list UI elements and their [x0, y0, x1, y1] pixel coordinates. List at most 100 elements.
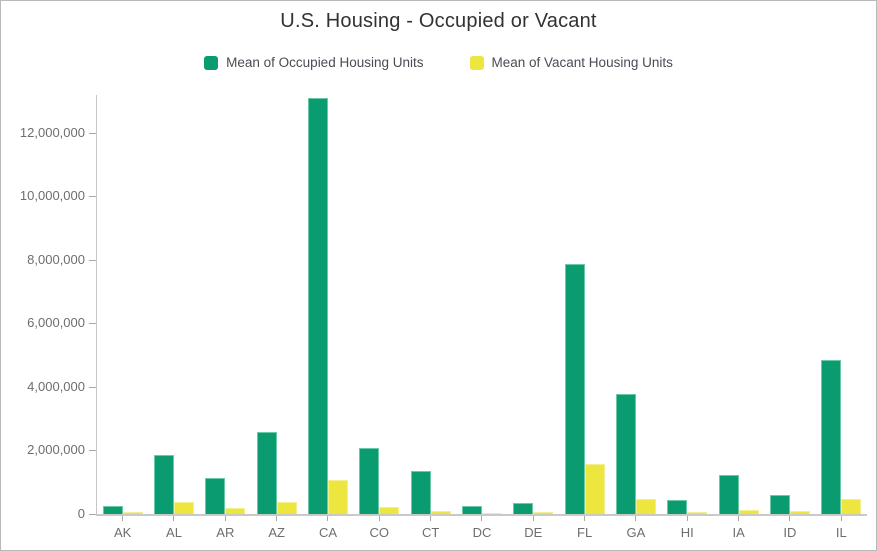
bar-group-CO [354, 95, 405, 514]
x-label-AR: AR [216, 525, 235, 540]
x-label-IA: IA [732, 525, 745, 540]
x-label-FL: FL [577, 525, 593, 540]
x-cell-CT: CT [405, 516, 456, 540]
bar-occupied-AR[interactable] [205, 477, 226, 514]
x-tick [532, 516, 534, 521]
legend-label-vacant: Mean of Vacant Housing Units [491, 55, 673, 70]
x-tick [481, 516, 483, 521]
bar-occupied-IL[interactable] [821, 360, 842, 514]
x-cell-AZ: AZ [251, 516, 302, 540]
bar-group-GA [610, 95, 661, 514]
x-cell-DE: DE [508, 516, 559, 540]
y-tick-label: 0 [77, 506, 85, 521]
x-cell-IA: IA [713, 516, 764, 540]
legend-item-occupied[interactable]: Mean of Occupied Housing Units [204, 55, 424, 70]
bars-plot [97, 95, 867, 514]
x-tick [584, 516, 586, 521]
bar-group-CT [405, 95, 456, 514]
y-tick-label: 2,000,000 [27, 442, 85, 458]
x-tick [686, 516, 688, 521]
x-axis-labels: AK AL AR AZ CA CO CT DC DE FL GA HI IA ID IL [97, 516, 867, 540]
bar-vacant-CA[interactable] [327, 480, 348, 514]
bar-group-ID [764, 95, 815, 514]
x-tick [378, 516, 380, 521]
x-cell-AK: AK [97, 516, 148, 540]
x-label-DE: DE [524, 525, 543, 540]
bar-occupied-CA[interactable] [307, 98, 328, 514]
x-label-DC: DC [472, 525, 492, 540]
bar-occupied-DC[interactable] [461, 505, 482, 514]
x-label-AL: AL [166, 525, 182, 540]
x-label-CA: CA [318, 525, 337, 540]
bar-vacant-AZ[interactable] [276, 501, 297, 514]
x-tick [430, 516, 432, 521]
bar-vacant-ID[interactable] [789, 511, 810, 514]
bar-vacant-CT[interactable] [430, 510, 451, 514]
x-tick [224, 516, 226, 521]
legend: Mean of Occupied Housing Units Mean of V… [1, 55, 876, 70]
x-tick [635, 516, 637, 521]
bar-occupied-CO[interactable] [359, 448, 380, 514]
bar-group-HI [662, 95, 713, 514]
bar-vacant-FL[interactable] [584, 463, 605, 514]
bar-group-IL [816, 95, 867, 514]
x-cell-AR: AR [200, 516, 251, 540]
bar-occupied-AK[interactable] [102, 506, 123, 514]
bar-vacant-GA[interactable] [635, 499, 656, 514]
x-label-IL: IL [835, 525, 847, 540]
x-tick [122, 516, 124, 521]
x-cell-DC: DC [456, 516, 507, 540]
y-tick [89, 196, 96, 198]
bar-group-DC [456, 95, 507, 514]
legend-item-vacant[interactable]: Mean of Vacant Housing Units [469, 55, 673, 70]
bar-occupied-AZ[interactable] [256, 432, 277, 514]
x-tick [327, 516, 329, 521]
bar-occupied-FL[interactable] [564, 263, 585, 514]
bar-vacant-AR[interactable] [225, 508, 246, 514]
x-cell-HI: HI [662, 516, 713, 540]
bar-group-AR [200, 95, 251, 514]
legend-label-occupied: Mean of Occupied Housing Units [226, 55, 424, 70]
bar-vacant-HI[interactable] [687, 512, 708, 514]
bar-occupied-AL[interactable] [153, 454, 174, 514]
y-tick [89, 514, 96, 515]
chart-title: U.S. Housing - Occupied or Vacant [280, 10, 597, 32]
y-tick-label: 12,000,000 [19, 124, 85, 140]
bar-vacant-CO[interactable] [379, 507, 400, 514]
x-tick [738, 516, 740, 521]
x-label-ID: ID [783, 525, 797, 540]
bar-group-AZ [251, 95, 302, 514]
bar-vacant-IL[interactable] [841, 498, 862, 514]
x-tick [840, 516, 842, 521]
x-tick [789, 516, 791, 521]
bar-occupied-IA[interactable] [718, 474, 739, 514]
bar-vacant-DC[interactable] [481, 512, 502, 514]
bar-occupied-HI[interactable] [667, 500, 688, 514]
bar-occupied-ID[interactable] [769, 494, 790, 514]
bar-occupied-GA[interactable] [615, 393, 636, 514]
y-tick-label: 8,000,000 [27, 251, 85, 267]
x-cell-IL: IL [816, 516, 867, 540]
y-tick-label: 10,000,000 [19, 188, 85, 204]
x-cell-GA: GA [610, 516, 661, 540]
vacant-swatch-icon [469, 55, 484, 70]
x-label-CT: CT [421, 525, 440, 540]
bar-vacant-DE[interactable] [533, 511, 554, 514]
y-tick [89, 450, 96, 452]
bar-vacant-IA[interactable] [738, 509, 759, 514]
y-axis-line [96, 95, 97, 514]
bar-occupied-CT[interactable] [410, 470, 431, 514]
bar-occupied-DE[interactable] [513, 503, 534, 514]
bar-group-AK [97, 95, 148, 514]
x-label-GA: GA [626, 525, 646, 540]
bar-vacant-AL[interactable] [173, 502, 194, 514]
x-cell-CA: CA [302, 516, 353, 540]
bar-vacant-AK[interactable] [122, 512, 143, 514]
x-tick [173, 516, 175, 521]
y-tick [89, 323, 96, 325]
x-tick [276, 516, 278, 521]
y-tick-label: 6,000,000 [27, 315, 85, 331]
bar-group-CA [302, 95, 353, 514]
